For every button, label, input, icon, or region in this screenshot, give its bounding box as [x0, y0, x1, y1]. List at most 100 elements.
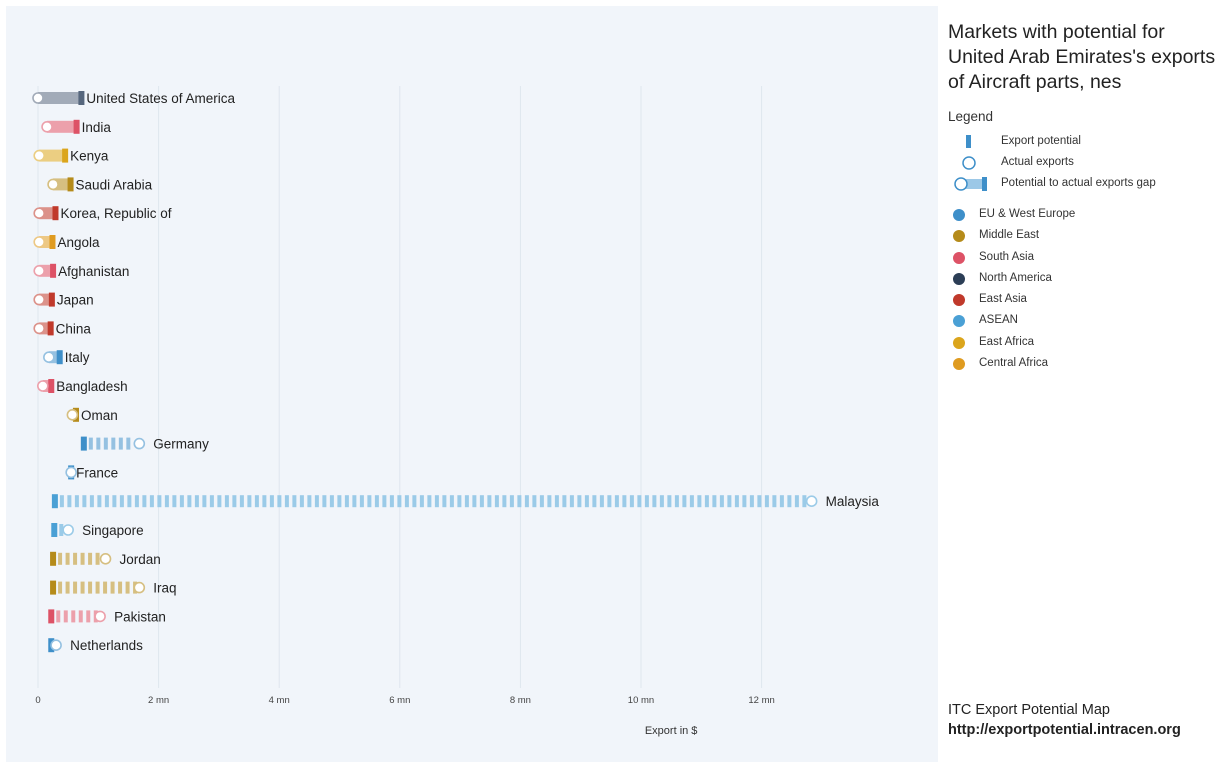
gap-dash [584, 495, 589, 508]
gap-dash [659, 495, 664, 508]
region-label: ASEAN [979, 314, 1018, 327]
gap-dash [427, 495, 432, 508]
actual-exports-marker [47, 178, 59, 191]
gap-dash [464, 495, 469, 508]
gap-dash [59, 495, 64, 508]
gap-dash [80, 581, 85, 594]
country-label: Jordan [120, 552, 161, 567]
gap-dash [74, 495, 79, 508]
gap-dash [269, 495, 274, 508]
actual-exports-marker [33, 149, 46, 162]
gap-dash [59, 524, 64, 536]
actual-exports-marker [41, 121, 53, 133]
gap-dash [592, 495, 597, 508]
potential-marker [78, 91, 85, 105]
gap-bar [47, 120, 77, 133]
gap-dash [367, 495, 372, 508]
gap-dash [802, 495, 807, 508]
gap-dash [779, 495, 784, 508]
x-tick-label: 4 mn [269, 695, 290, 706]
country-label: Japan [57, 293, 94, 308]
gap-dash [404, 495, 409, 508]
potential-marker [56, 350, 63, 365]
gap-dashes [58, 552, 100, 565]
gap-dash [532, 495, 537, 508]
gap-dash [88, 437, 93, 450]
gap-dash [674, 495, 679, 508]
gap-dash [67, 495, 72, 508]
region-legend: EU & West Europe Middle East South Asia Nor… [948, 205, 1223, 375]
gap-dash [509, 495, 514, 508]
gap-dash [284, 495, 289, 508]
dumbbell-chart: 0 2 mn 4 mn 6 mn 8 mn 10 mn 12 mn Export in $ Un… [32, 86, 879, 737]
potential-marker [47, 321, 54, 336]
country-label: Saudi Arabia [76, 177, 153, 192]
country-label: United States of America [86, 91, 235, 106]
potential-marker [50, 580, 57, 595]
gap-dash [614, 495, 619, 508]
gap-dashes [56, 610, 98, 623]
gap-dash [359, 495, 364, 508]
potential-marker [48, 379, 55, 393]
gap-dash [389, 495, 394, 508]
country-label: Iraq [153, 581, 176, 596]
gap-dash [125, 581, 130, 594]
country-label: Kenya [70, 149, 109, 164]
gap-dash [56, 610, 61, 623]
gap-dash [682, 495, 687, 508]
gap-dash [112, 495, 117, 508]
potential-marker [48, 292, 55, 307]
region-legend-item: North America [948, 269, 1223, 290]
gap-dash [63, 610, 68, 623]
country-label: Germany [153, 437, 209, 452]
gap-dash [292, 495, 297, 508]
gap-dash [82, 495, 87, 508]
gap-dash [142, 495, 147, 508]
gap-dash [172, 495, 177, 508]
gap-dash [95, 581, 100, 594]
gap-dash [772, 495, 777, 508]
actual-exports-marker [62, 524, 74, 536]
potential-marker [52, 206, 59, 221]
region-label: EU & West Europe [979, 208, 1076, 220]
region-color-dot-icon [953, 336, 965, 349]
gap-dash [322, 495, 327, 508]
gap-dash [209, 495, 214, 508]
country-label: France [76, 465, 118, 480]
gap-dash [742, 495, 747, 508]
gap-dash [254, 495, 259, 508]
potential-marker [50, 263, 57, 278]
gap-dash [58, 552, 63, 565]
gap-dash [412, 495, 417, 508]
gap-dashes [88, 437, 131, 450]
legend-label: Export potential [1001, 135, 1081, 147]
actual-exports-marker [33, 207, 46, 219]
gap-dash [314, 495, 319, 508]
gap-dash [749, 495, 754, 508]
gap-dash [374, 495, 379, 508]
actual-exports-marker [805, 495, 818, 508]
gap-dash [247, 495, 252, 508]
gap-dash [704, 495, 709, 508]
x-tick-label: 6 mn [389, 695, 410, 706]
legend-item-actual-exports: Actual exports [948, 153, 1223, 174]
gap-dash [487, 495, 492, 508]
gap-dash [727, 495, 732, 508]
x-axis-title: Export in $ [645, 725, 698, 737]
gap-dash [89, 495, 94, 508]
gap-dash [65, 581, 70, 594]
gap-dash [352, 495, 357, 508]
actual-exports-marker [33, 264, 46, 277]
country-label: Netherlands [70, 638, 143, 653]
gap-dash [344, 495, 349, 508]
chart-title: Markets with potential for United Arab E… [948, 21, 1216, 93]
gap-dash [232, 495, 237, 508]
actual-exports-marker [133, 437, 146, 450]
gap-bar-icon [954, 177, 987, 191]
region-label: East Asia [979, 293, 1027, 306]
gap-dash [97, 495, 102, 508]
gap-dash [562, 495, 567, 508]
country-label: Angola [57, 235, 100, 250]
gap-dash [104, 495, 109, 508]
gap-dash [689, 495, 694, 508]
